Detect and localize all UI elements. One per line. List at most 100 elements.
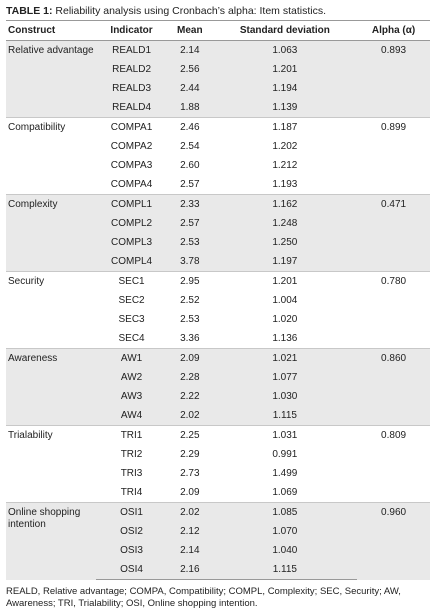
mean-cell: 2.56 <box>167 60 213 79</box>
alpha-cell: 0.860 <box>357 348 430 426</box>
indicator-cell: COMPA4 <box>110 179 153 190</box>
table-row: COMPA2 2.54 1.202 <box>6 137 430 156</box>
table-body: Relative advantage REALD1 2.14 1.063 0.893 RE… <box>6 40 430 580</box>
indicator-cell: COMPA2 <box>110 141 153 152</box>
mean-cell: 2.14 <box>167 40 213 60</box>
indicator-cell: TRI4 <box>120 487 143 498</box>
indicator-cell: OSI2 <box>96 522 168 541</box>
sd-cell: 1.136 <box>272 333 298 344</box>
sd-cell: 0.991 <box>272 449 298 460</box>
construct-cell: Trialability <box>6 425 96 503</box>
mean-cell: 2.53 <box>180 314 200 325</box>
mean-cell: 2.02 <box>167 406 213 426</box>
indicator-cell: TRI2 <box>120 449 143 460</box>
mean-cell: 2.28 <box>167 368 213 387</box>
construct-cell: Compatibility <box>6 117 96 195</box>
table-row: COMPA4 2.57 1.193 <box>6 175 430 195</box>
table-row: Trialability TRI1 2.25 1.031 0.809 <box>6 425 430 503</box>
indicator-cell: AW2 <box>96 368 168 387</box>
sd-cell: 1.030 <box>212 387 358 406</box>
indicator-cell: OSI3 <box>96 541 168 560</box>
sd-cell: 1.162 <box>212 194 358 214</box>
mean-cell: 2.95 <box>167 271 213 291</box>
mean-cell: 2.44 <box>167 79 213 98</box>
indicator-cell: COMPA3 <box>110 160 153 171</box>
sd-cell: 1.115 <box>212 560 358 580</box>
mean-cell: 2.09 <box>167 348 213 368</box>
table-row: Relative advantage REALD1 2.14 1.063 0.893 <box>6 40 430 118</box>
indicator-cell: AW3 <box>96 387 168 406</box>
header-row: Construct Indicator Mean Standard deviation… <box>6 20 430 41</box>
table-row: Online shopping intention OSI1 2.02 1.085 0.… <box>6 502 430 580</box>
header-cell: Standard deviation <box>212 20 358 41</box>
alpha-cell: 0.780 <box>357 271 430 349</box>
sd-cell: 1.085 <box>212 502 358 522</box>
sd-cell: 1.077 <box>212 368 358 387</box>
table-row: REALD3 2.44 1.194 <box>6 79 430 98</box>
footnote: REALD, Relative advantage; COMPA, Compat… <box>6 586 401 609</box>
alpha-cell: 0.809 <box>357 425 430 503</box>
alpha-cell: 0.471 <box>357 194 430 272</box>
table-row: TRI3 2.73 1.499 <box>6 464 430 483</box>
indicator-cell: REALD3 <box>96 79 168 98</box>
sd-cell: 1.021 <box>212 348 358 368</box>
table-row: REALD4 1.88 1.139 <box>6 98 430 118</box>
table-row: Security SEC1 2.95 1.201 0.780 <box>6 271 430 349</box>
table-row: COMPA3 2.60 1.212 <box>6 156 430 175</box>
construct-cell: Complexity <box>6 194 96 272</box>
sd-cell: 1.115 <box>212 406 358 426</box>
construct-cell: Online shopping intention <box>6 502 96 580</box>
table-row: OSI2 2.12 1.070 <box>6 522 430 541</box>
header-cell: Alpha (α) <box>357 20 430 41</box>
indicator-cell: COMPL4 <box>96 252 168 272</box>
caption-label: TABLE 1: <box>6 5 53 17</box>
table: Construct Indicator Mean Standard deviation… <box>6 20 430 580</box>
construct-cell: Security <box>6 271 96 349</box>
sd-cell: 1.187 <box>212 117 358 137</box>
mean-cell: 2.57 <box>167 214 213 233</box>
table-row: Complexity COMPL1 2.33 1.162 0.471 <box>6 194 430 272</box>
indicator-cell: TRI1 <box>96 425 168 445</box>
mean-cell: 2.73 <box>180 468 200 479</box>
indicator-cell: COMPL3 <box>96 233 168 252</box>
indicator-cell: COMPL1 <box>96 194 168 214</box>
alpha-cell: 0.893 <box>357 40 430 118</box>
indicator-cell: SEC2 <box>118 295 145 306</box>
table-row: SEC3 2.53 1.020 <box>6 310 430 329</box>
table-row: AW2 2.28 1.077 <box>6 368 430 387</box>
sd-cell: 1.212 <box>272 160 298 171</box>
sd-cell: 1.063 <box>212 40 358 60</box>
sd-cell: 1.020 <box>272 314 298 325</box>
mean-cell: 2.52 <box>180 295 200 306</box>
mean-cell: 2.60 <box>180 160 200 171</box>
sd-cell: 1.193 <box>272 179 298 190</box>
sd-cell: 1.201 <box>212 271 358 291</box>
mean-cell: 2.02 <box>167 502 213 522</box>
indicator-cell: SEC4 <box>118 333 145 344</box>
sd-cell: 1.040 <box>212 541 358 560</box>
table-row: OSI4 2.16 1.115 <box>6 560 430 580</box>
mean-cell: 1.88 <box>167 98 213 118</box>
mean-cell: 2.12 <box>167 522 213 541</box>
indicator-cell: REALD1 <box>96 40 168 60</box>
header-cell: Indicator <box>96 20 168 41</box>
table-row: Awareness AW1 2.09 1.021 0.860 <box>6 348 430 426</box>
sd-cell: 1.201 <box>212 60 358 79</box>
alpha-cell: 0.899 <box>357 117 430 195</box>
indicator-cell: AW4 <box>96 406 168 426</box>
mean-cell: 2.14 <box>167 541 213 560</box>
sd-cell: 1.499 <box>272 468 298 479</box>
table-row: COMPL3 2.53 1.250 <box>6 233 430 252</box>
indicator-cell: COMPA1 <box>96 117 168 137</box>
table-row: COMPL4 3.78 1.197 <box>6 252 430 272</box>
indicator-cell: REALD2 <box>96 60 168 79</box>
indicator-cell: COMPL2 <box>96 214 168 233</box>
mean-cell: 2.16 <box>167 560 213 580</box>
table-row: REALD2 2.56 1.201 <box>6 60 430 79</box>
table-row: TRI2 2.29 0.991 <box>6 445 430 464</box>
caption: TABLE 1: Reliability analysis using Cron… <box>6 4 430 20</box>
header-cell: Construct <box>6 20 96 41</box>
sd-cell: 1.070 <box>212 522 358 541</box>
table-row: Compatibility COMPA1 2.46 1.187 0.899 <box>6 117 430 195</box>
indicator-cell: SEC3 <box>118 314 145 325</box>
